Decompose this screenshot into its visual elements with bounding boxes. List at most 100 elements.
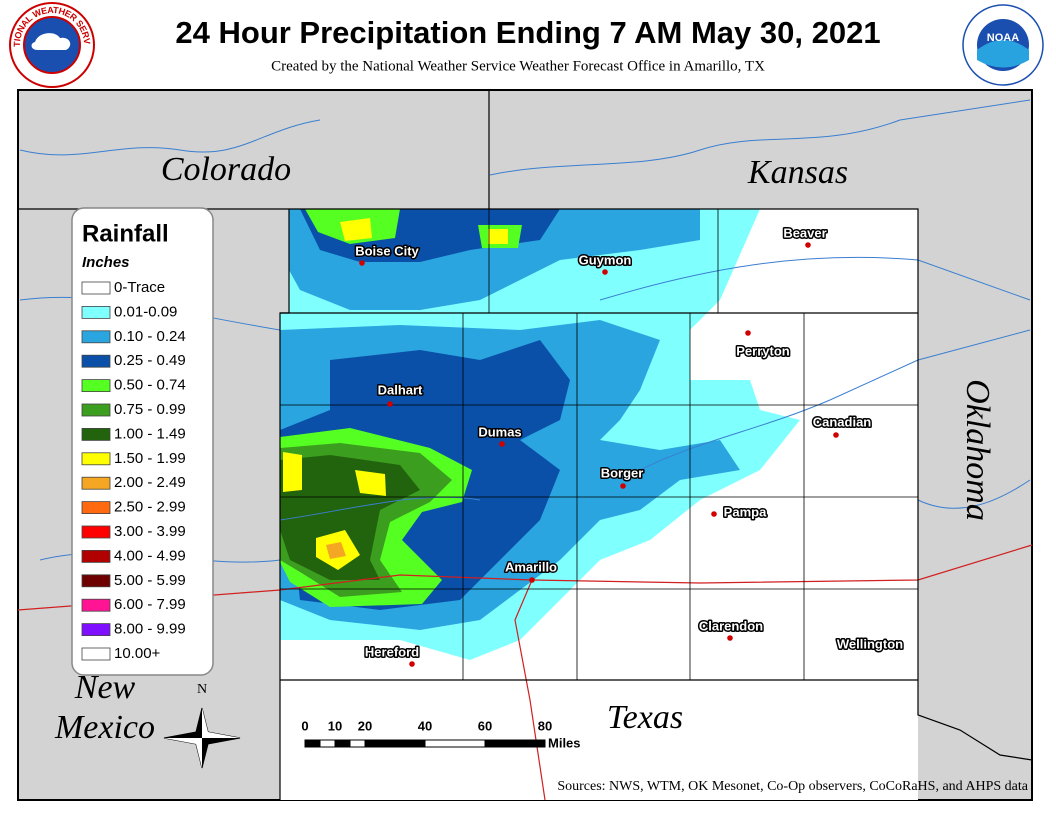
state-label: Mexico	[54, 709, 155, 746]
legend-label: 2.50 - 2.99	[114, 499, 186, 516]
legend-label: 10.00+	[114, 645, 161, 662]
scale-tick-label: 20	[358, 718, 372, 733]
precip-area	[340, 218, 372, 241]
city-label: Pampa	[724, 504, 767, 519]
scale-segment	[424, 739, 486, 748]
scale-segment	[364, 739, 426, 748]
compass: N	[163, 682, 241, 769]
city-dot	[602, 269, 608, 275]
scale-tick-label: 40	[418, 718, 432, 733]
legend-title: Rainfall	[82, 220, 169, 247]
city-dot	[711, 511, 717, 517]
noaa-logo: NOAA	[962, 4, 1044, 86]
city-dot	[499, 441, 505, 447]
city-dot	[529, 577, 535, 583]
logo-wave	[977, 40, 1029, 68]
legend-label: 0.75 - 0.99	[114, 401, 186, 418]
state-label: Texas	[607, 699, 683, 736]
river	[599, 256, 1031, 301]
city-dot	[359, 260, 365, 266]
legend-swatch	[81, 476, 111, 490]
scale-segment	[334, 739, 351, 748]
legend-swatch	[81, 379, 111, 393]
city-label: Boise City	[355, 243, 419, 258]
legend-swatch	[81, 574, 111, 588]
legend-label: 1.50 - 1.99	[114, 450, 186, 467]
city-label: Hereford	[365, 644, 419, 659]
legend-label: 8.00 - 9.99	[114, 621, 186, 638]
state-label: Oklahoma	[959, 379, 996, 521]
city-dot	[727, 635, 733, 641]
city-label: Wellington	[837, 636, 903, 651]
subtitle: Created by the National Weather Service …	[271, 58, 765, 74]
legend-label: 6.00 - 7.99	[114, 596, 186, 613]
river	[639, 329, 1031, 471]
city-dot	[387, 401, 393, 407]
city-dot	[805, 242, 811, 248]
scale-tick-label: 0	[301, 718, 308, 733]
legend: Rainfall Inches 0-Trace 0.01-0.09 0.10 - 0…	[71, 207, 214, 676]
county-lines	[488, 209, 719, 313]
legend-swatch	[81, 427, 111, 441]
scale-segment	[319, 739, 336, 748]
scale-unit: Miles	[548, 735, 581, 750]
precip-area	[283, 452, 302, 492]
scale-segment	[304, 739, 321, 748]
state-label: Colorado	[161, 151, 291, 188]
river	[917, 479, 1031, 509]
state-line	[18, 208, 1033, 761]
legend-label: 0.25 - 0.49	[114, 352, 186, 369]
scale-tick-label: 10	[328, 718, 342, 733]
city-dot	[620, 483, 626, 489]
scale-tick-label: 60	[478, 718, 492, 733]
legend-swatch	[81, 305, 111, 319]
river	[489, 99, 1031, 176]
boundaries	[18, 90, 1033, 800]
legend-swatch	[81, 550, 111, 563]
legend-label: 0.10 - 0.24	[114, 328, 186, 345]
city-label: Borger	[601, 465, 644, 480]
city-label: Beaver	[783, 225, 826, 240]
scale-bar: 0 10 20 40 60 80 Miles	[301, 718, 580, 750]
legend-label: 3.00 - 3.99	[114, 523, 186, 540]
city-label: Canadian	[813, 414, 872, 429]
legend-label: 1.00 - 1.49	[114, 425, 186, 442]
legend-label: 2.00 - 2.49	[114, 474, 186, 491]
legend-label: 5.00 - 5.99	[114, 572, 186, 589]
legend-units: Inches	[82, 254, 130, 271]
precip-area	[488, 229, 508, 244]
legend-swatch	[81, 501, 111, 515]
legend-swatch	[81, 598, 111, 612]
river	[279, 496, 481, 521]
river	[19, 119, 321, 156]
city-dot	[409, 661, 415, 667]
city-label: Perryton	[736, 343, 790, 358]
scale-segment	[349, 739, 366, 748]
legend-swatch	[81, 452, 111, 466]
city-label: Guymon	[579, 252, 632, 267]
precip-area	[326, 542, 346, 559]
scale-segment	[484, 739, 546, 748]
state-label: New	[74, 669, 136, 706]
city-label: Dumas	[478, 424, 521, 439]
legend-swatch	[81, 623, 111, 636]
compass-star-light	[164, 708, 240, 768]
legend-label: 0-Trace	[114, 279, 165, 296]
title: 24 Hour Precipitation Ending 7 AM May 30…	[175, 15, 880, 50]
legend-label: 0.50 - 0.74	[114, 377, 186, 394]
city-dot	[833, 432, 839, 438]
logo-text: NOAA	[987, 32, 1019, 44]
legend-label: 4.00 - 4.99	[114, 547, 186, 564]
legend-swatch	[81, 403, 111, 417]
legend-swatch	[81, 354, 111, 368]
legend-swatch	[81, 525, 111, 539]
city-label: Dalhart	[378, 382, 423, 397]
logo-cloud	[31, 33, 71, 50]
legend-swatch	[81, 281, 111, 295]
city-label: Clarendon	[699, 618, 763, 633]
road	[514, 579, 546, 801]
precip-area	[355, 470, 386, 496]
county-lines	[280, 313, 918, 680]
